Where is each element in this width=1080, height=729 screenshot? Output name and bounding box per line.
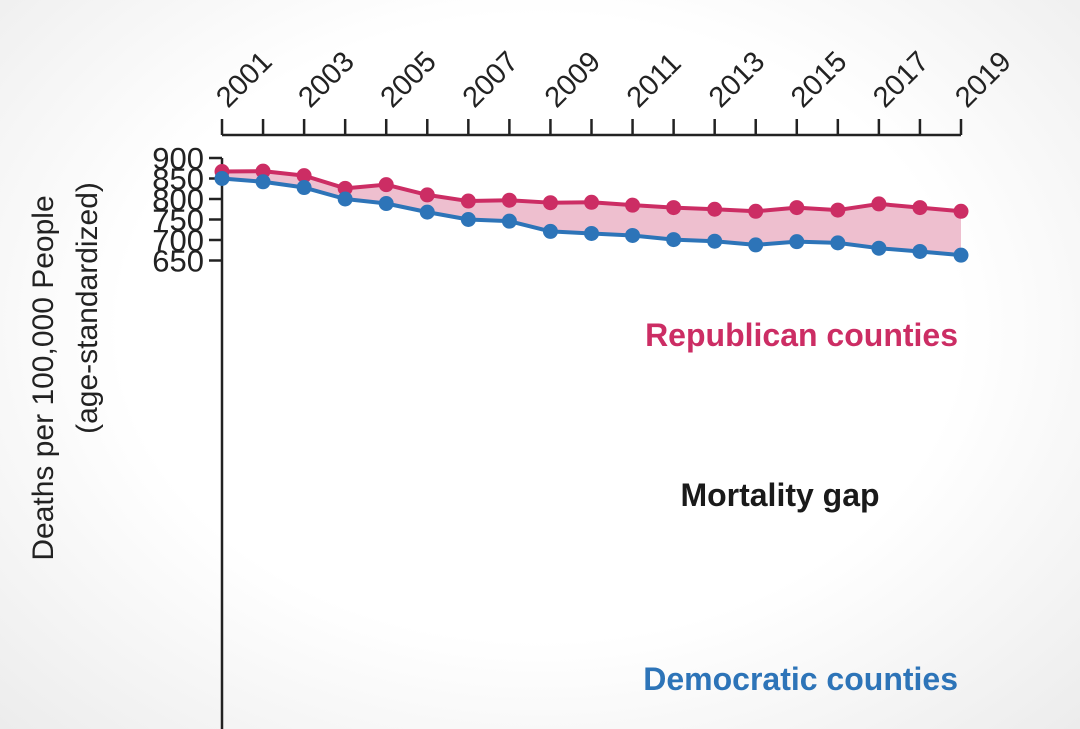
data-point-democratic	[460, 212, 476, 227]
data-point-republican	[789, 200, 805, 216]
data-point-republican	[830, 202, 846, 218]
y-axis-label-line1: Deaths per 100,000 People	[27, 195, 60, 560]
y-tick-label: 750	[152, 203, 204, 238]
data-point-democratic	[378, 196, 394, 212]
data-point-democratic	[830, 235, 846, 251]
x-tick-label: 2019	[949, 46, 1017, 114]
data-point-republican	[666, 200, 682, 216]
series-layer	[214, 163, 969, 263]
x-tick-label: 2017	[867, 46, 935, 114]
data-point-democratic	[501, 213, 517, 229]
data-point-republican	[748, 203, 764, 219]
series-label-republican: Republican counties	[645, 317, 958, 353]
data-point-democratic	[337, 191, 353, 207]
x-tick-label: 2009	[539, 46, 607, 114]
series-label-democratic: Democratic counties	[643, 661, 958, 697]
data-point-republican	[912, 200, 928, 216]
data-point-democratic	[953, 247, 969, 263]
data-point-republican	[296, 168, 312, 184]
y-tick-label: 700	[152, 223, 204, 258]
x-axis: 2001 2003 2005 2007 2009 2011 2013 2015 2017 2019	[210, 46, 1018, 137]
data-point-republican	[542, 195, 558, 211]
data-point-democratic	[584, 225, 599, 241]
x-tick-label: 2005	[375, 46, 443, 114]
data-point-democratic	[625, 227, 641, 243]
data-point-republican	[953, 203, 969, 219]
data-point-republican	[625, 197, 641, 213]
x-tick-label: 2007	[457, 46, 525, 114]
y-tick-label: 800	[152, 182, 204, 217]
x-tick-label: 2013	[703, 46, 771, 114]
data-point-democratic	[707, 233, 723, 249]
data-point-republican	[419, 187, 435, 203]
data-point-republican	[501, 192, 517, 208]
data-point-republican	[378, 177, 394, 193]
data-point-democratic	[542, 223, 558, 239]
mortality-gap-annotation: Mortality gap	[680, 477, 879, 513]
x-tick-label: 2015	[785, 46, 853, 114]
data-point-democratic	[419, 204, 435, 220]
data-point-republican	[460, 193, 476, 209]
y-axis-label-line2: (age-standardized)	[71, 182, 104, 434]
x-tick-label: 2011	[621, 47, 688, 114]
data-point-republican	[871, 196, 887, 212]
data-point-democratic	[214, 171, 230, 186]
y-tick-label: 850	[152, 162, 204, 197]
data-point-democratic	[255, 174, 271, 190]
data-point-democratic	[748, 237, 764, 253]
data-point-democratic	[666, 232, 682, 248]
data-point-republican	[584, 194, 599, 210]
data-point-democratic	[871, 240, 887, 256]
data-point-democratic	[912, 243, 928, 259]
data-point-democratic	[789, 234, 805, 250]
data-point-republican	[337, 180, 353, 196]
data-point-republican	[707, 201, 723, 217]
y-tick-label: 650	[152, 244, 204, 279]
data-point-republican	[255, 163, 271, 179]
mortality-gap-area	[222, 171, 961, 256]
x-tick-label: 2001	[210, 46, 278, 114]
data-point-democratic	[296, 180, 312, 196]
x-tick-label: 2003	[292, 46, 360, 114]
y-tick-label: 900	[152, 141, 204, 176]
